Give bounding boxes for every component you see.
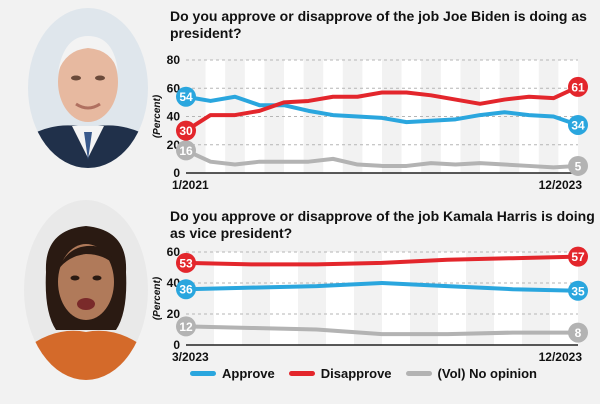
series-line-approve [184,94,580,127]
end-label-no_opinion: 8 [575,326,582,340]
legend-swatch-no-opinion [405,371,432,376]
start-marker-approve [176,279,196,300]
legend-item-disapprove: Disapprove [288,366,392,381]
y-tick-label: 60 [167,245,181,259]
start-label-no_opinion: 12 [179,320,193,334]
start-marker-no_opinion [176,140,196,161]
chart1-title: Do you approve or disapprove of the job … [170,8,587,41]
end-marker-disapprove [568,76,588,97]
end-label-approve: 34 [571,118,585,132]
series-line-disapprove [184,254,580,267]
legend-label-disapprove: Disapprove [320,366,392,381]
legend-item-no-opinion: (Vol) No opinion [405,366,537,381]
start-label-disapprove: 53 [179,256,193,270]
x-start-label: 1/2021 [172,178,209,192]
series-line-no_opinion [184,148,580,170]
x-start-label: 3/2023 [172,350,209,364]
series-line-approve [184,281,580,293]
y-tick-label: 20 [167,307,181,321]
chart2-title: Do you approve or disapprove of the job … [170,208,595,241]
y-tick-label: 40 [167,110,181,124]
x-end-label: 12/2023 [539,350,583,364]
start-marker-disapprove [176,252,196,273]
end-marker-approve [568,114,588,135]
y-tick-label: 0 [173,338,180,352]
legend: Approve Disapprove (Vol) No opinion [190,366,551,381]
y-axis-label: (Percent) [152,94,163,138]
legend-item-approve: Approve [190,366,275,381]
start-label-approve: 36 [179,283,193,297]
background-stripe [438,252,466,345]
y-tick-label: 60 [167,81,181,95]
series-line-no_opinion [184,324,580,337]
legend-swatch-disapprove [288,371,315,376]
series-line-disapprove [184,84,580,133]
end-label-disapprove: 61 [571,80,585,94]
end-marker-approve [568,280,588,301]
photo-kamala-harris [24,200,148,380]
start-marker-no_opinion [176,316,196,337]
start-marker-approve [176,86,196,107]
end-marker-disapprove [568,246,588,267]
start-marker-disapprove [176,120,196,141]
background-stripe [382,252,410,345]
start-label-approve: 54 [179,90,193,104]
x-end-label: 12/2023 [539,178,583,192]
background-stripe [494,252,522,345]
y-tick-label: 0 [173,166,180,180]
y-axis-label: (Percent) [152,276,163,320]
end-label-disapprove: 57 [571,250,585,264]
legend-label-no-opinion: (Vol) No opinion [437,366,537,381]
y-tick-label: 80 [167,53,181,67]
start-label-disapprove: 30 [179,124,193,138]
end-label-approve: 35 [571,284,585,298]
end-marker-no_opinion [568,155,588,176]
start-label-no_opinion: 16 [179,144,193,158]
legend-label-approve: Approve [222,366,275,381]
end-marker-no_opinion [568,322,588,343]
legend-swatch-approve [190,371,216,376]
end-label-no_opinion: 5 [575,159,582,173]
